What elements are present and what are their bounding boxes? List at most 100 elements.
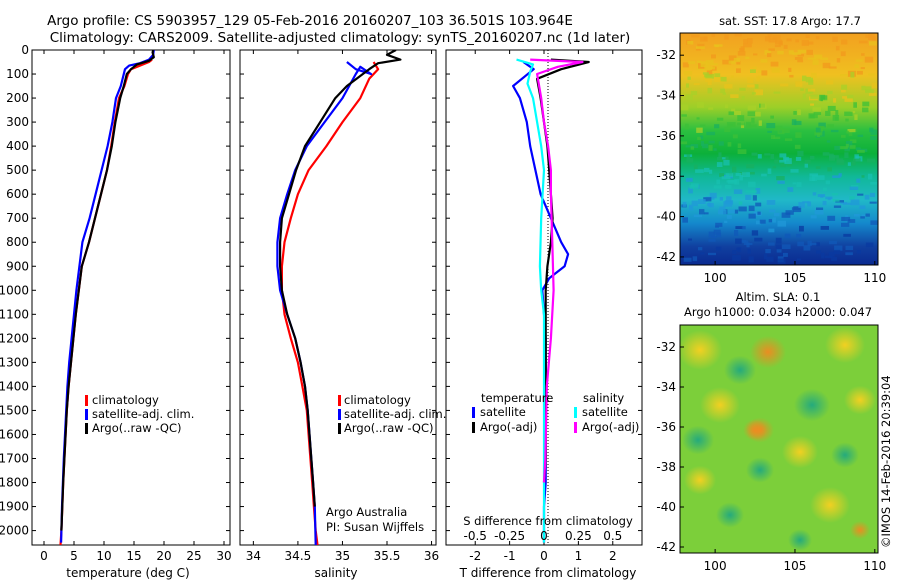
- sst-speckle: [861, 53, 865, 56]
- sst-speckle: [691, 35, 700, 38]
- sst-speckle: [844, 152, 849, 158]
- sst-speckle: [834, 245, 843, 251]
- sst-speckle: [857, 150, 865, 153]
- sst-speckle: [684, 123, 689, 130]
- series-line-argo-raw-qc-: [60, 50, 155, 531]
- map-lon-tick-label: 110: [863, 559, 886, 573]
- sst-speckle: [780, 83, 789, 87]
- sst-speckle: [760, 59, 768, 63]
- sst-speckle: [803, 245, 811, 251]
- depth-tick-label: 900: [6, 259, 29, 273]
- sst-speckle: [843, 233, 851, 237]
- sst-speckle: [768, 37, 778, 43]
- sst-speckle: [804, 163, 808, 168]
- sst-speckle: [728, 55, 737, 62]
- sst-speckle: [777, 258, 786, 264]
- x-tick-label: 5: [70, 549, 78, 563]
- sst-speckle: [735, 173, 742, 177]
- sst-speckle: [807, 57, 816, 60]
- sst-speckle: [809, 114, 818, 119]
- sst-speckle: [773, 125, 783, 131]
- sst-speckle: [730, 94, 739, 98]
- map-lat-tick-label: -36: [656, 420, 676, 434]
- sst-speckle: [806, 49, 813, 55]
- sst-speckle: [772, 35, 781, 40]
- sst-speckle: [776, 176, 785, 181]
- sst-speckle: [723, 201, 733, 207]
- depth-tick-label: 1900: [0, 500, 29, 514]
- sst-speckle: [686, 83, 689, 88]
- sst-speckle: [768, 219, 772, 223]
- sst-speckle: [853, 158, 861, 162]
- sst-speckle: [822, 99, 829, 103]
- sst-speckle: [709, 192, 717, 199]
- sst-speckle: [732, 134, 738, 139]
- legend-label-temp-satellite: satellite: [480, 405, 526, 419]
- sla-anomaly: [831, 442, 859, 468]
- sst-speckle: [828, 251, 835, 257]
- sst-speckle: [832, 175, 841, 178]
- sst-speckle: [707, 87, 713, 94]
- sst-speckle: [719, 173, 724, 177]
- sst-speckle: [871, 82, 878, 89]
- sst-speckle: [783, 44, 788, 49]
- sst-speckle: [685, 177, 693, 182]
- legend-header-salinity: salinity: [583, 391, 624, 405]
- sst-speckle: [726, 180, 736, 183]
- sst-speckle: [868, 92, 877, 96]
- sst-speckle: [734, 209, 739, 214]
- sst-speckle: [810, 215, 817, 219]
- sst-speckle: [807, 201, 812, 207]
- sla-anomaly: [750, 335, 786, 369]
- sst-speckle: [818, 126, 823, 132]
- sst-speckle: [853, 102, 857, 108]
- sst-speckle: [768, 48, 775, 51]
- sst-speckle: [825, 180, 830, 185]
- sst-speckle: [832, 199, 840, 202]
- sst-speckle: [755, 202, 762, 207]
- sst-speckle: [695, 169, 704, 173]
- sst-speckle: [815, 36, 820, 40]
- depth-tick-label: 100: [6, 67, 29, 81]
- map-lat-tick-label: -42: [656, 250, 676, 264]
- temperature-axes-box: [31, 49, 231, 546]
- sst-speckle: [738, 201, 743, 205]
- sst-speckle: [805, 34, 810, 38]
- sst-speckle: [724, 156, 729, 162]
- sst-speckle: [692, 256, 698, 262]
- s-difference-tick-label: 0.5: [603, 529, 622, 543]
- sst-speckle: [747, 84, 754, 88]
- sst-speckle: [757, 70, 762, 73]
- x-tick-label: 10: [96, 549, 111, 563]
- figure-title-line2: Climatology: CARS2009. Satellite-adjuste…: [50, 30, 631, 46]
- legend-label-argo: Argo(..raw -QC): [92, 421, 182, 435]
- sst-speckle: [730, 75, 734, 78]
- sst-speckle: [776, 249, 782, 253]
- sst-speckle: [768, 228, 775, 233]
- map-lat-tick-label: -38: [656, 169, 676, 183]
- depth-tick-label: 1500: [0, 403, 29, 417]
- sst-speckle: [737, 51, 746, 56]
- sst-speckle: [699, 209, 705, 215]
- sst-speckle: [742, 172, 750, 178]
- sla-anomaly: [684, 465, 716, 495]
- imos-stamp: ©IMOS 14-Feb-2016 20:39:04: [879, 375, 893, 548]
- sst-speckle: [686, 158, 694, 163]
- sst-speckle: [713, 185, 722, 189]
- sst-speckle: [801, 40, 809, 46]
- map-lon-tick-label: 105: [784, 271, 807, 285]
- sst-speckle: [696, 127, 703, 133]
- sst-speckle: [774, 44, 781, 48]
- sst-speckle: [720, 76, 727, 82]
- sst-speckle: [707, 80, 712, 86]
- sst-speckle: [827, 90, 833, 95]
- sst-speckle: [761, 173, 767, 177]
- sst-speckle: [728, 111, 735, 116]
- sst-speckle: [720, 88, 725, 94]
- sst-speckle: [821, 252, 825, 259]
- sst-speckle: [797, 54, 804, 57]
- sst-speckle: [791, 119, 797, 126]
- sst-speckle: [714, 76, 723, 82]
- sst-speckle: [715, 225, 719, 228]
- sst-speckle: [807, 240, 812, 246]
